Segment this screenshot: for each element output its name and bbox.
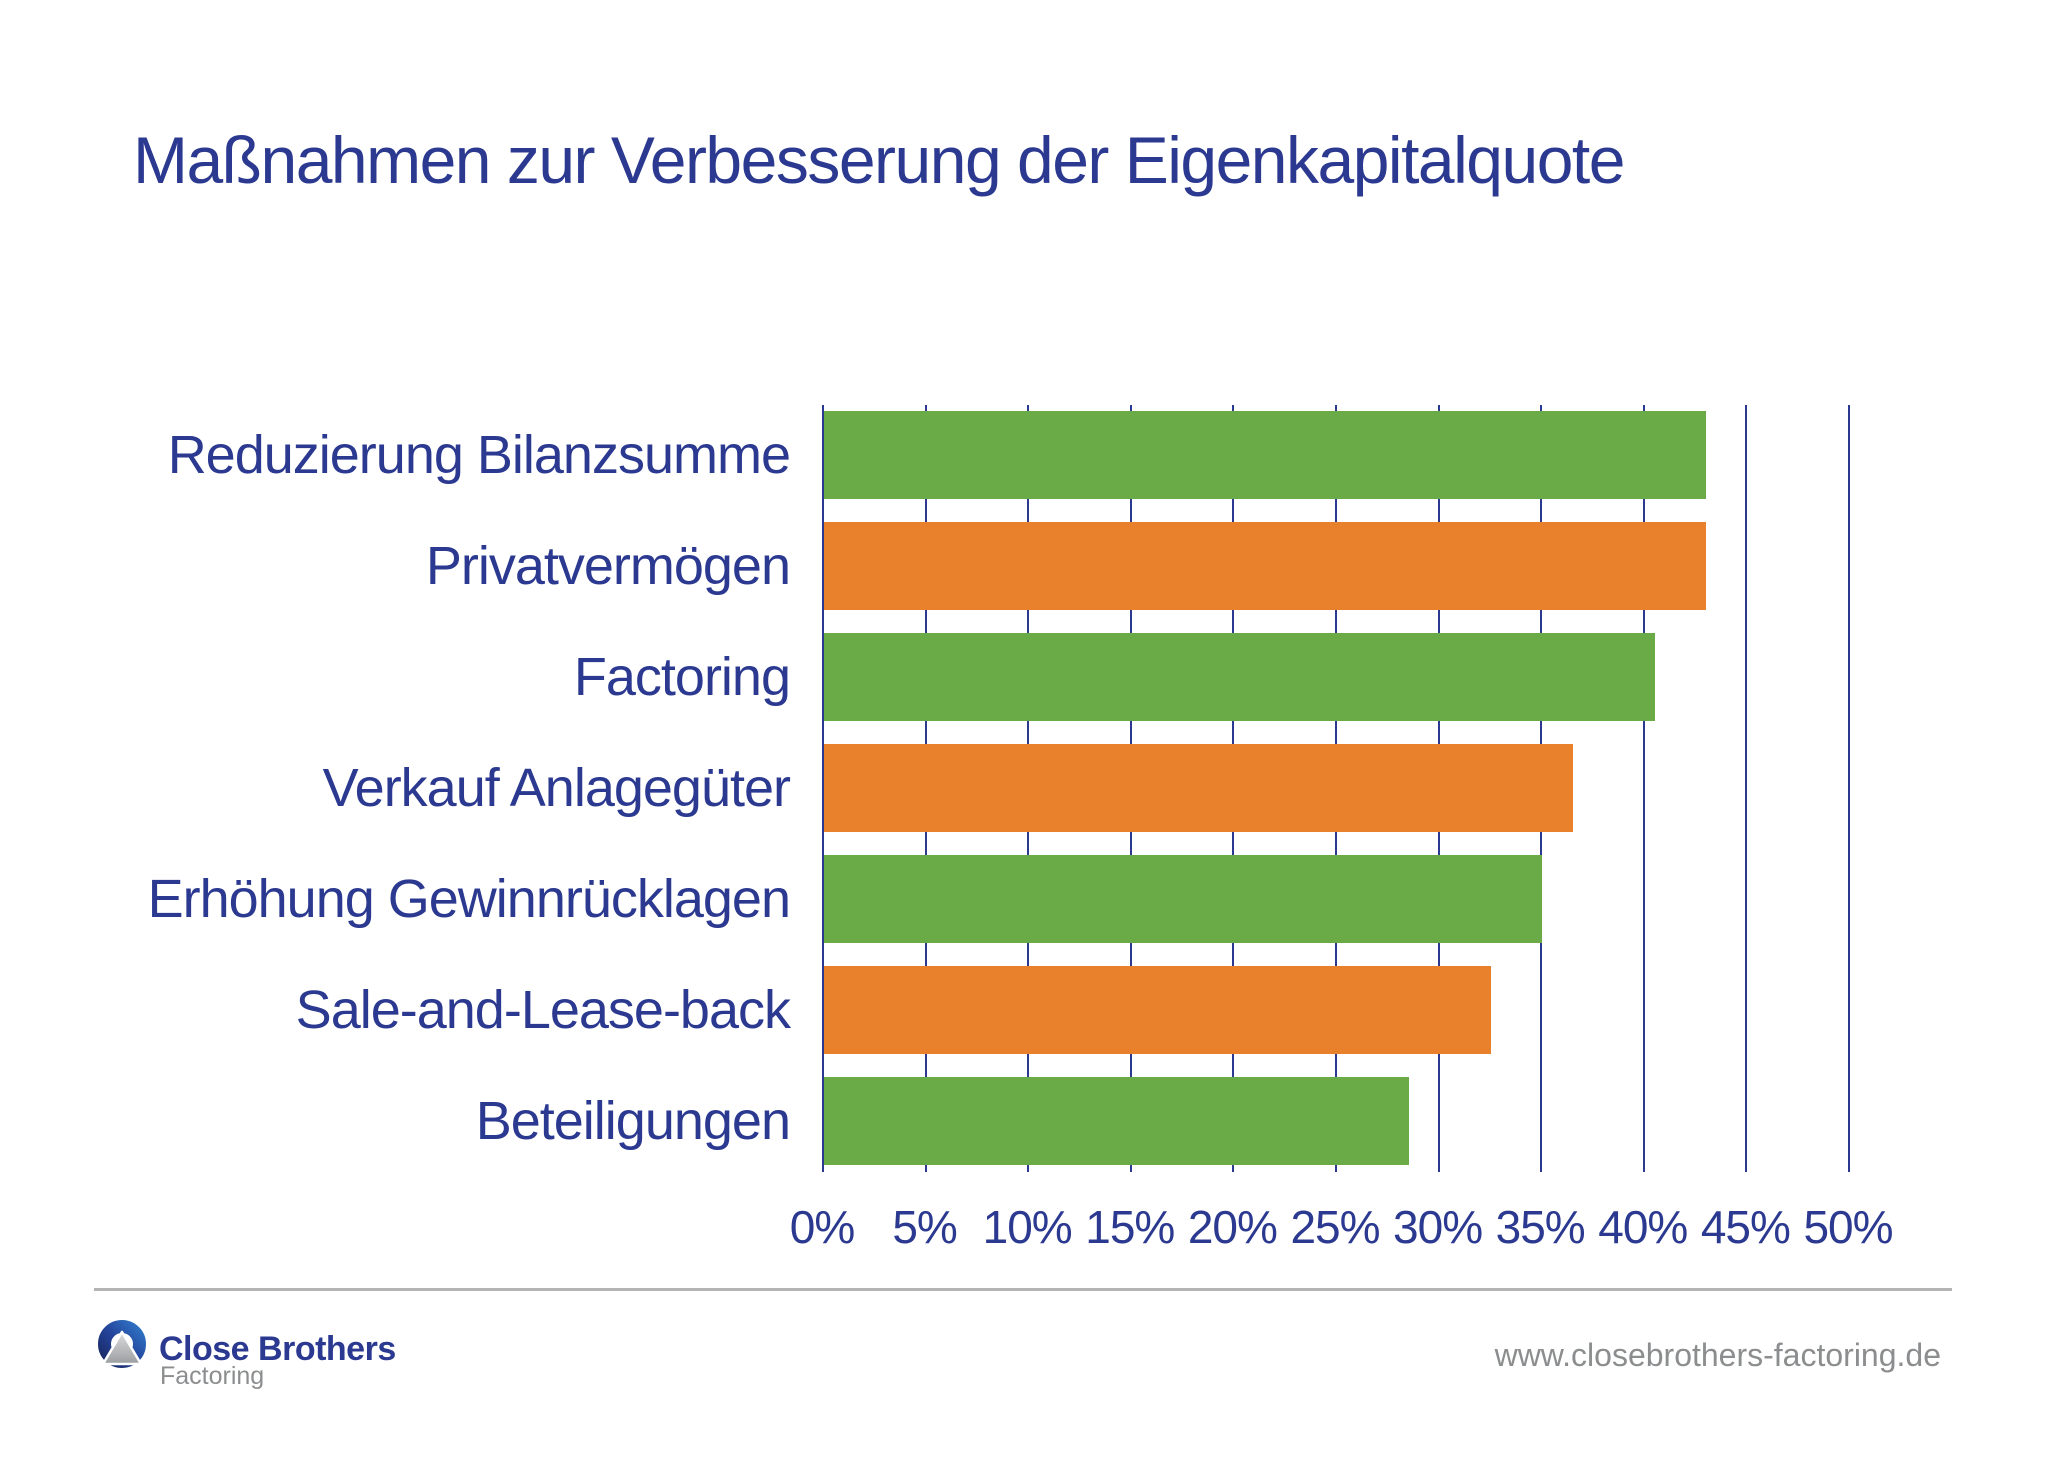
- x-tick-label-10%: 10%: [982, 1201, 1073, 1253]
- close-brothers-ring-mountain-icon: [98, 1320, 146, 1368]
- footer-divider: [94, 1288, 1952, 1291]
- website-url: www.closebrothers-factoring.de: [1494, 1337, 1941, 1373]
- x-tick-label-20%: 20%: [1187, 1201, 1278, 1253]
- bar-verkauf-anlageg-ter: [824, 744, 1573, 832]
- category-label-erh-hung-gewinnr-cklagen: Erhöhung Gewinnrücklagen: [147, 869, 791, 929]
- logo-subtitle: Factoring: [160, 1362, 265, 1390]
- x-tick-label-35%: 35%: [1495, 1201, 1586, 1253]
- chart-title: Maßnahmen zur Verbesserung der Eigenkapi…: [133, 123, 1625, 197]
- category-label-privatverm-gen: Privatvermögen: [425, 536, 791, 596]
- category-label-beteiligungen: Beteiligungen: [475, 1091, 791, 1151]
- x-tick-label-40%: 40%: [1598, 1201, 1688, 1253]
- bar-factoring: [824, 633, 1656, 721]
- category-label-verkauf-anlageg-ter: Verkauf Anlagegüter: [322, 758, 791, 818]
- gridline-0%: [822, 405, 824, 1172]
- close-brothers-logo: Close Brothers Factoring: [96, 1316, 516, 1396]
- x-tick-label-50%: 50%: [1803, 1201, 1893, 1253]
- category-label-sale-and-lease-back: Sale-and-Lease-back: [295, 980, 791, 1040]
- logo-wordmark: Close Brothers: [159, 1330, 396, 1368]
- gridline-45%: [1745, 405, 1748, 1172]
- x-tick-label-30%: 30%: [1393, 1201, 1483, 1253]
- x-tick-label-0%: 0%: [789, 1201, 855, 1253]
- bar-beteiligungen: [824, 1077, 1409, 1165]
- x-tick-label-25%: 25%: [1290, 1201, 1380, 1253]
- plot-area: [822, 405, 1852, 1172]
- bar-erh-hung-gewinnr-cklagen: [824, 855, 1543, 943]
- x-tick-label-15%: 15%: [1085, 1201, 1175, 1253]
- gridline-40%: [1642, 405, 1645, 1172]
- gridline-50%: [1848, 405, 1850, 1172]
- x-tick-label-45%: 45%: [1700, 1201, 1791, 1253]
- bar-sale-and-lease-back: [824, 966, 1491, 1054]
- category-label-factoring: Factoring: [573, 647, 791, 707]
- bar-reduzierung-bilanzsumme: [824, 411, 1707, 499]
- bar-chart: Reduzierung Bilanzsumme Privatvermögen Fac…: [147, 405, 1894, 1253]
- x-tick-label-5%: 5%: [892, 1201, 957, 1253]
- category-label-reduzierung-bilanzsumme: Reduzierung Bilanzsumme: [167, 425, 791, 485]
- bar-privatverm-gen: [824, 522, 1707, 610]
